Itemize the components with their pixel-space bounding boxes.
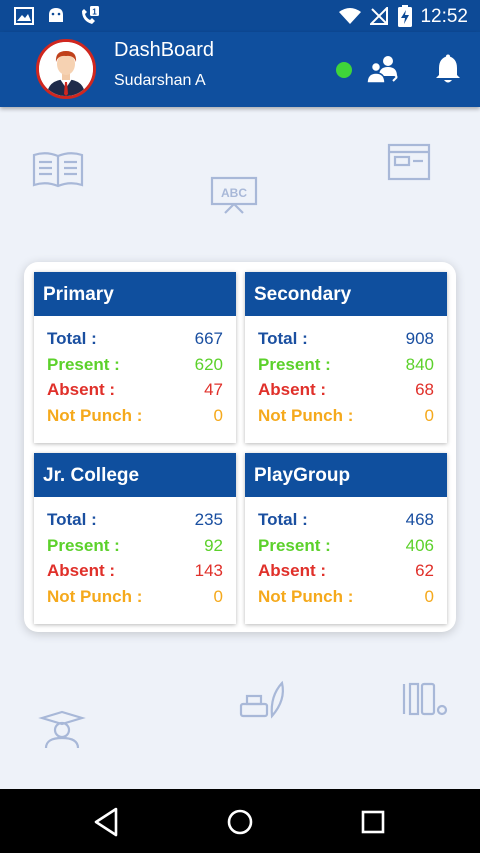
group-icon[interactable] bbox=[366, 54, 400, 84]
system-nav-bar bbox=[0, 789, 480, 853]
abc-board-icon: ABC bbox=[210, 176, 258, 214]
not-punch-value: 0 bbox=[213, 586, 223, 606]
bell-icon[interactable] bbox=[434, 54, 462, 84]
present-value: 406 bbox=[405, 535, 434, 555]
not-punch-value: 0 bbox=[424, 405, 434, 425]
not-punch-value: 0 bbox=[213, 405, 223, 425]
no-signal-icon bbox=[370, 7, 388, 25]
card-secondary[interactable]: Secondary Total : 908 Present : 840 Absent… bbox=[245, 272, 447, 443]
present-label: Present : bbox=[47, 535, 120, 555]
graduate-icon bbox=[38, 710, 86, 749]
svg-text:ABC: ABC bbox=[221, 186, 247, 200]
not-punch-label: Not Punch : bbox=[258, 586, 354, 606]
total-label: Total : bbox=[47, 510, 97, 529]
science-tools-icon bbox=[402, 682, 448, 716]
absent-value: 143 bbox=[194, 561, 223, 580]
battery-charging-icon bbox=[398, 5, 412, 27]
svg-text:1: 1 bbox=[92, 8, 97, 17]
clock: 12:52 bbox=[420, 6, 468, 27]
absent-value: 68 bbox=[415, 380, 434, 399]
present-label: Present : bbox=[47, 354, 120, 374]
page-title: DashBoard bbox=[114, 39, 215, 61]
absent-label: Absent : bbox=[258, 561, 326, 580]
card-primary[interactable]: Primary Total : 667 Present : 620 Absent :… bbox=[34, 272, 236, 443]
total-value: 908 bbox=[405, 329, 434, 348]
status-bar: 1 12:52 bbox=[0, 0, 480, 32]
absent-label: Absent : bbox=[258, 380, 326, 399]
online-status-indicator bbox=[336, 62, 352, 78]
computer-screen-icon bbox=[387, 143, 431, 181]
total-value: 667 bbox=[194, 329, 223, 348]
present-value: 92 bbox=[204, 535, 223, 555]
total-value: 468 bbox=[405, 510, 434, 529]
not-punch-value: 0 bbox=[424, 586, 434, 606]
absent-value: 47 bbox=[204, 380, 223, 399]
missed-call-icon: 1 bbox=[82, 6, 99, 24]
user-avatar-icon bbox=[39, 42, 93, 96]
wifi-icon bbox=[339, 8, 361, 24]
absent-label: Absent : bbox=[47, 561, 115, 580]
book-icon bbox=[32, 152, 84, 188]
back-icon[interactable] bbox=[90, 805, 124, 839]
card-title: Jr. College bbox=[34, 453, 236, 497]
total-value: 235 bbox=[194, 510, 223, 529]
present-value: 620 bbox=[194, 354, 223, 374]
user-name: Sudarshan A bbox=[114, 72, 206, 89]
avatar[interactable] bbox=[36, 39, 96, 99]
present-label: Present : bbox=[258, 535, 331, 555]
card-title: Primary bbox=[34, 272, 236, 316]
present-value: 840 bbox=[405, 354, 434, 374]
app-bar: DashBoard Sudarshan A bbox=[0, 32, 480, 107]
total-label: Total : bbox=[258, 329, 308, 348]
total-label: Total : bbox=[258, 510, 308, 529]
present-label: Present : bbox=[258, 354, 331, 374]
not-punch-label: Not Punch : bbox=[47, 405, 143, 425]
card-jr-college[interactable]: Jr. College Total : 235 Present : 92 Absen… bbox=[34, 453, 236, 624]
total-label: Total : bbox=[47, 329, 97, 348]
recents-icon[interactable] bbox=[356, 805, 390, 839]
card-title: Secondary bbox=[245, 272, 447, 316]
absent-value: 62 bbox=[415, 561, 434, 580]
not-punch-label: Not Punch : bbox=[258, 405, 354, 425]
absent-label: Absent : bbox=[47, 380, 115, 399]
stats-panel: Primary Total :667 Present :620 Absent :… bbox=[24, 262, 456, 632]
android-icon bbox=[49, 8, 63, 22]
card-playgroup[interactable]: PlayGroup Total : 468 Present : 406 Absent… bbox=[245, 453, 447, 624]
ink-feather-icon bbox=[239, 680, 284, 719]
home-icon[interactable] bbox=[223, 805, 257, 839]
card-title: PlayGroup bbox=[245, 453, 447, 497]
not-punch-label: Not Punch : bbox=[47, 586, 143, 606]
image-icon bbox=[14, 7, 34, 25]
